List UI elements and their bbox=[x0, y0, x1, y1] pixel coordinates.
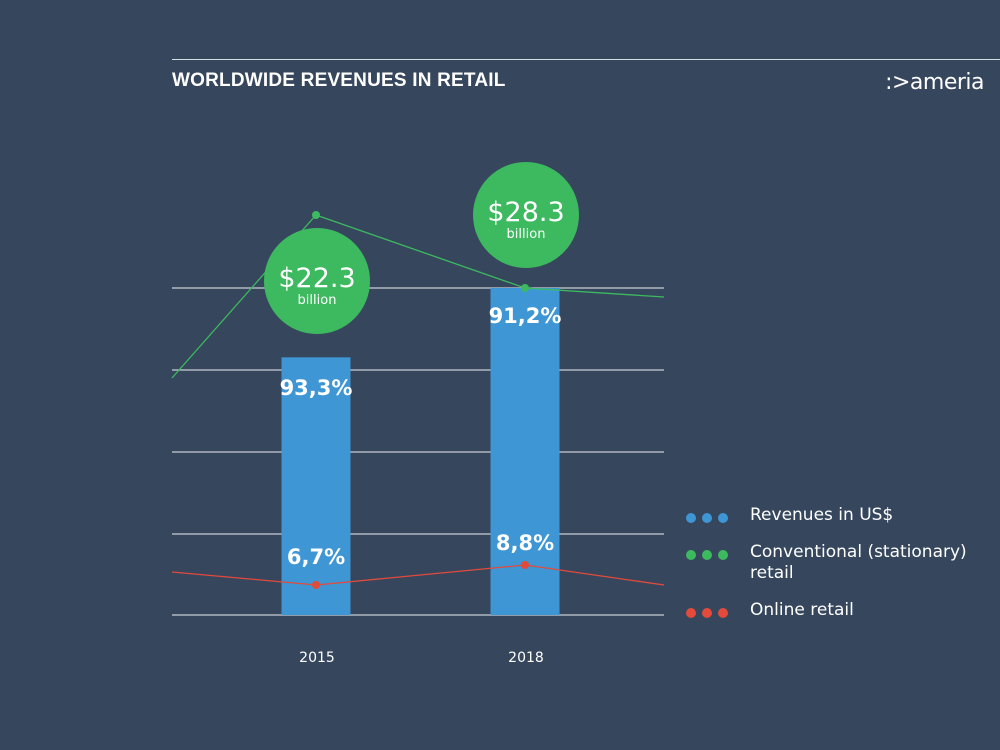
legend-dot bbox=[702, 608, 712, 618]
legend-dot bbox=[718, 550, 728, 560]
legend-label-conventional: Conventional (stationary) retail bbox=[750, 542, 967, 583]
bar-2015 bbox=[281, 357, 351, 615]
legend-dot bbox=[718, 608, 728, 618]
revenue-bubble-2015 bbox=[264, 228, 370, 334]
legend-dot bbox=[702, 550, 712, 560]
legend-dots-online bbox=[686, 608, 730, 618]
legend-dot bbox=[686, 513, 696, 523]
online-label-2018: 8,8% bbox=[496, 531, 554, 555]
x-tick-label-2015: 2015 bbox=[299, 650, 335, 666]
conventional-line bbox=[171, 214, 665, 379]
legend-label-online: Online retail bbox=[750, 600, 854, 620]
top-divider bbox=[172, 59, 1000, 60]
legend-dots-conventional bbox=[686, 550, 730, 560]
online-point-2015 bbox=[312, 581, 320, 589]
revenue-unit-2015: billion bbox=[298, 293, 337, 308]
conventional-point-2015 bbox=[312, 211, 320, 219]
legend-item-online: Online retail bbox=[686, 600, 980, 621]
chart-title: WORLDWIDE REVENUES IN RETAIL bbox=[172, 70, 506, 91]
revenue-value-2018: $28.3 bbox=[487, 197, 564, 228]
legend-dot bbox=[718, 513, 728, 523]
conventional-point-2018 bbox=[521, 284, 529, 292]
bar-2018 bbox=[490, 288, 560, 615]
legend-dot bbox=[686, 608, 696, 618]
x-tick-label-2018: 2018 bbox=[508, 650, 544, 666]
legend-dot bbox=[686, 550, 696, 560]
revenue-unit-2018: billion bbox=[507, 227, 546, 242]
legend-label-revenues: Revenues in US$ bbox=[750, 505, 894, 525]
conventional-label-2018: 91,2% bbox=[489, 304, 562, 328]
legend-item-conventional: Conventional (stationary) retail bbox=[686, 542, 980, 584]
legend-dot bbox=[702, 513, 712, 523]
revenue-value-2015: $22.3 bbox=[278, 263, 355, 294]
online-point-2018 bbox=[521, 561, 529, 569]
legend-dots-revenues bbox=[686, 513, 730, 523]
conventional-label-2015: 93,3% bbox=[280, 376, 353, 400]
legend-item-revenues: Revenues in US$ bbox=[686, 505, 980, 526]
ameria-logo: :>ameria bbox=[885, 70, 984, 95]
revenue-bubble-2018 bbox=[473, 162, 579, 268]
online-label-2015: 6,7% bbox=[287, 545, 345, 569]
online-line bbox=[171, 564, 665, 586]
